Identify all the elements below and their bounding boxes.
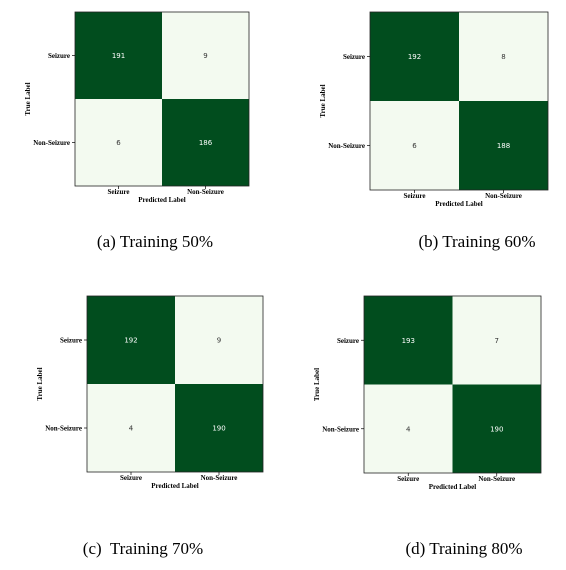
matrix-border-b [369, 11, 549, 191]
cell-a-1-1 [162, 99, 249, 186]
cell-value-d-1-0: 4 [406, 425, 411, 433]
y-tick-label-b-1: Non-Seizure [328, 142, 365, 150]
x-tick-label-b-1: Non-Seizure [485, 192, 522, 200]
cell-value-c-1-0: 4 [129, 425, 134, 433]
cell-value-d-0-1: 7 [495, 337, 499, 345]
cell-value-b-1-1: 188 [497, 142, 510, 150]
cell-value-b-0-1: 8 [501, 53, 505, 61]
x-tick-label-a-1: Non-Seizure [187, 188, 224, 196]
x-axis-label-b: Predicted Label [435, 200, 483, 208]
y-axis-label-c: True Label [36, 367, 44, 400]
y-tick-label-a-1: Non-Seizure [33, 139, 70, 147]
matrix-border-c [86, 295, 264, 473]
cell-value-c-0-1: 9 [217, 337, 221, 345]
y-axis-label-d: True Label [313, 368, 321, 401]
caption-a: (a) Training 50% [96, 232, 214, 251]
cell-a-0-1 [162, 12, 249, 99]
caption-c: (c) Training 70% [82, 539, 204, 558]
cell-d-1-1 [452, 384, 541, 473]
cell-value-a-0-0: 191 [112, 52, 125, 60]
caption-b: (b) Training 60% [418, 232, 536, 251]
x-tick-label-b-0: Seizure [403, 192, 425, 200]
cell-d-1-0 [364, 384, 453, 473]
cell-d-0-1 [452, 296, 541, 385]
y-tick-label-c-1: Non-Seizure [45, 425, 82, 433]
y-tick-label-b-0: Seizure [343, 53, 365, 61]
cell-value-c-1-1: 190 [212, 425, 225, 433]
cell-c-1-1 [175, 384, 263, 472]
cell-b-0-1 [459, 12, 548, 101]
cell-b-0-0 [370, 12, 459, 101]
y-axis-label-b: True Label [319, 84, 327, 117]
x-axis-label-c: Predicted Label [151, 482, 199, 490]
y-tick-label-d-0: Seizure [337, 337, 359, 345]
x-tick-label-c-1: Non-Seizure [201, 474, 238, 482]
x-tick-label-c-0: Seizure [120, 474, 142, 482]
x-tick-label-a-0: Seizure [107, 188, 129, 196]
y-tick-label-a-0: Seizure [48, 52, 70, 60]
x-axis-label-d: Predicted Label [429, 483, 477, 491]
cell-value-b-0-0: 192 [408, 53, 421, 61]
cell-b-1-0 [370, 101, 459, 190]
y-axis-label-a: True Label [24, 82, 32, 115]
cell-value-b-1-0: 6 [412, 142, 417, 150]
cell-value-d-1-1: 190 [490, 425, 503, 433]
cell-value-a-1-1: 186 [199, 139, 213, 147]
cell-value-c-0-0: 192 [124, 337, 137, 345]
cell-value-a-0-1: 9 [203, 52, 207, 60]
cell-a-0-0 [75, 12, 162, 99]
cell-value-d-0-0: 193 [402, 337, 415, 345]
cell-d-0-0 [364, 296, 453, 385]
cell-c-1-0 [87, 384, 175, 472]
x-axis-label-a: Predicted Label [138, 196, 186, 204]
matrix-border-d [363, 295, 542, 474]
cell-c-0-1 [175, 296, 263, 384]
y-tick-label-d-1: Non-Seizure [322, 425, 359, 433]
cell-b-1-1 [459, 101, 548, 190]
x-tick-label-d-0: Seizure [397, 475, 419, 483]
cell-c-0-0 [87, 296, 175, 384]
matrix-border-a [74, 11, 250, 187]
cell-value-a-1-0: 6 [116, 139, 121, 147]
x-tick-label-d-1: Non-Seizure [478, 475, 515, 483]
cell-a-1-0 [75, 99, 162, 186]
caption-d: (d) Training 80% [405, 539, 523, 558]
y-tick-label-c-0: Seizure [60, 337, 82, 345]
